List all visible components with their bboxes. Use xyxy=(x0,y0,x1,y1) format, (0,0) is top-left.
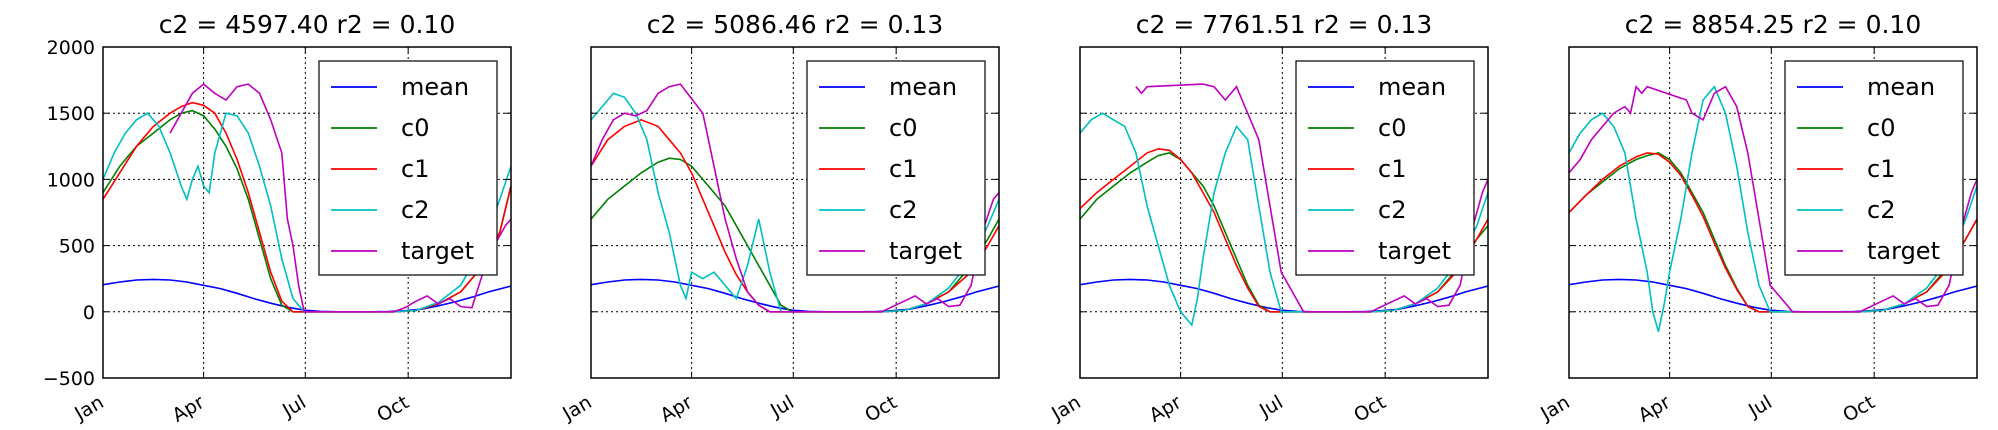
plot-frame xyxy=(590,46,1000,379)
legend-label-c0: c0 xyxy=(1378,114,1406,142)
x-tick-label: Apr xyxy=(1146,391,1186,427)
plot-frame xyxy=(1568,46,1978,379)
series-line-target xyxy=(591,83,999,313)
x-tick-label: Jul xyxy=(278,391,310,422)
x-tick-label: Apr xyxy=(169,391,209,427)
x-tick-label: Jul xyxy=(1255,391,1287,422)
x-tick-label: Apr xyxy=(657,391,697,427)
legend-label-target: target xyxy=(401,237,474,265)
legend-label-c1: c1 xyxy=(1867,155,1895,183)
legend-label-c0: c0 xyxy=(889,114,917,142)
x-tick-label: Jan xyxy=(558,391,595,425)
legend-box xyxy=(1295,60,1475,276)
legend-label-c0: c0 xyxy=(401,114,429,142)
legend-label-c2: c2 xyxy=(1378,196,1406,224)
x-tick-label: Apr xyxy=(1635,391,1675,427)
legend-label-c2: c2 xyxy=(889,196,917,224)
legend-label-mean: mean xyxy=(889,73,957,101)
series-line-c1 xyxy=(103,101,511,313)
chart-title: c2 = 5086.46 r2 = 0.13 xyxy=(647,10,944,39)
legend-label-c2: c2 xyxy=(401,196,429,224)
x-tick-label: Oct xyxy=(373,391,412,426)
chart-title: c2 = 4597.40 r2 = 0.10 xyxy=(159,10,456,39)
x-tick-label: Jan xyxy=(1047,391,1084,425)
x-tick-label: Jan xyxy=(1536,391,1573,425)
series-group xyxy=(103,83,511,313)
legend-label-target: target xyxy=(1378,237,1451,265)
legend-label-mean: mean xyxy=(1867,73,1935,101)
x-tick-label: Jul xyxy=(1744,391,1776,422)
chart-panel-4: c2 = 8854.25 r2 = 0.10 Jan Apr Jul Oct mean c0… xyxy=(1536,10,1978,427)
legend-label-c1: c1 xyxy=(401,155,429,183)
series-line-c2 xyxy=(1080,112,1488,327)
y-tick-label: −500 xyxy=(43,368,95,390)
y-tick-label: 2000 xyxy=(47,37,95,59)
series-group xyxy=(1080,83,1488,327)
series-line-mean xyxy=(591,278,999,313)
chart-title: c2 = 7761.51 r2 = 0.13 xyxy=(1136,10,1433,39)
series-group xyxy=(591,83,999,313)
chart-panel-3: c2 = 7761.51 r2 = 0.13 Jan Apr Jul Oct mean c0… xyxy=(1047,10,1489,427)
x-tick-label: Jan xyxy=(70,391,107,425)
legend-label-mean: mean xyxy=(401,73,469,101)
legend-label-c1: c1 xyxy=(889,155,917,183)
x-tick-label: Oct xyxy=(1839,391,1878,426)
chart-title: c2 = 8854.25 r2 = 0.10 xyxy=(1625,10,1922,39)
x-tick-label: Oct xyxy=(1350,391,1389,426)
chart-panel-1: c2 = 4597.40 r2 = 0.10 2000 1500 1000 500 0 −5… xyxy=(43,10,512,427)
series-line-c2 xyxy=(1569,85,1977,332)
legend-label-c2: c2 xyxy=(1867,196,1895,224)
plot-frame xyxy=(1079,46,1489,379)
y-tick-label: 500 xyxy=(59,236,95,258)
legend-label-mean: mean xyxy=(1378,73,1446,101)
series-line-target xyxy=(1135,83,1488,313)
series-line-c2 xyxy=(103,112,511,313)
x-tick-label: Oct xyxy=(861,391,900,426)
legend-label-target: target xyxy=(889,237,962,265)
series-line-target xyxy=(169,83,511,313)
y-tick-label: 1000 xyxy=(47,169,95,191)
plot-frame xyxy=(102,46,512,379)
legend-box xyxy=(1784,60,1964,276)
legend-label-target: target xyxy=(1867,237,1940,265)
series-line-mean xyxy=(103,278,511,313)
legend-label-c0: c0 xyxy=(1867,114,1895,142)
legend-box xyxy=(806,60,986,276)
chart-panel-2: c2 = 5086.46 r2 = 0.13 Jan Apr Jul Oct mean c0… xyxy=(558,10,1000,427)
y-tick-label: 1500 xyxy=(47,103,95,125)
series-group xyxy=(1569,84,1977,332)
x-tick-label: Jul xyxy=(766,391,798,422)
series-line-target xyxy=(1569,84,1977,313)
series-line-c2 xyxy=(591,92,999,313)
legend-label-c1: c1 xyxy=(1378,155,1406,183)
y-tick-label: 0 xyxy=(83,302,95,324)
legend-box xyxy=(318,60,498,276)
